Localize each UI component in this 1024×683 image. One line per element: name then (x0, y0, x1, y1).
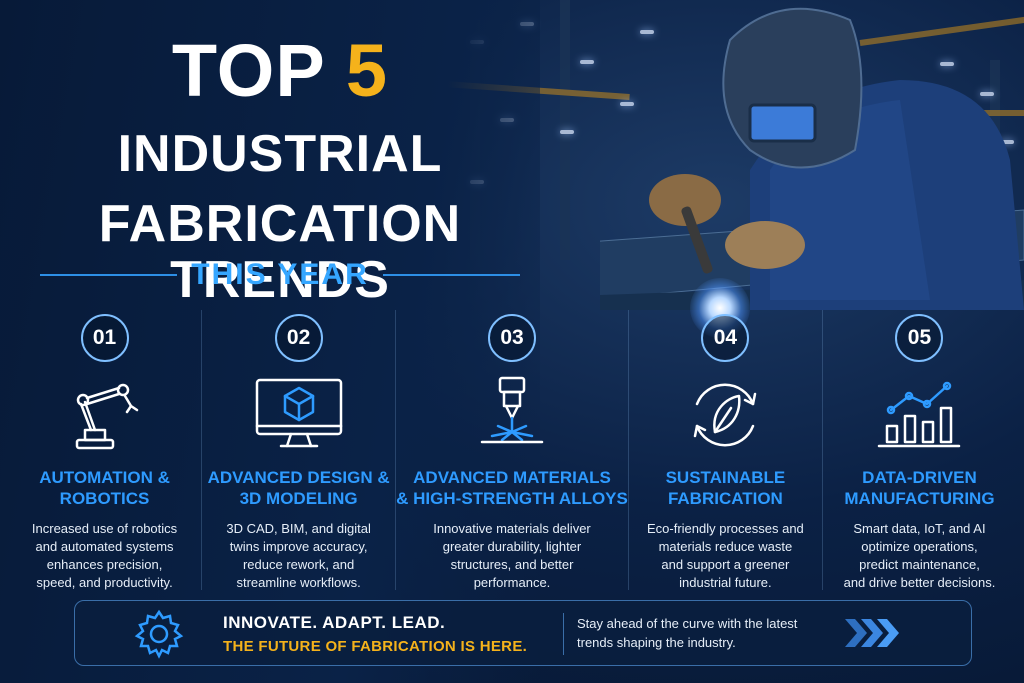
description-line: Smart data, IoT, and AI (853, 521, 986, 536)
trend-title: AUTOMATION & ROBOTICS (8, 466, 201, 510)
description-line: structures, and better (450, 557, 574, 572)
subtitle-divider-left (40, 274, 178, 276)
description-line: speed, and productivity. (36, 575, 173, 590)
title-top: TOP (171, 29, 325, 112)
description-line: materials reduce waste (658, 539, 793, 554)
trend-card: 03 ADVANCED MATERIALS & HIGH-STRENGTH AL… (396, 310, 629, 590)
trend-number: 05 (895, 314, 944, 362)
monitor-cube-icon (249, 374, 349, 454)
gear-icon (134, 609, 184, 659)
description-line: greater durability, lighter (442, 539, 582, 554)
trend-card: 02 ADVANCED DESIGN & 3D MODELING 3D CAD,… (202, 310, 397, 592)
trend-title-line: SUSTAINABLE (665, 468, 786, 487)
title-line-1: TOP 5 (0, 32, 560, 110)
trend-number: 04 (701, 314, 750, 362)
trend-title-line: 3D MODELING (239, 489, 358, 508)
description-line: optimize operations, (861, 539, 978, 554)
description-line: streamline workflows. (236, 575, 361, 590)
footer-text-line: Stay ahead of the curve with the latest (577, 616, 798, 631)
trend-description: Increased use of robotics and automated … (8, 520, 201, 592)
trend-title-line: MANUFACTURING (844, 489, 995, 508)
description-line: performance. (473, 575, 551, 590)
footer-headline: INNOVATE. ADAPT. LEAD. (223, 613, 446, 632)
trend-description: Smart data, IoT, and AI optimize operati… (823, 520, 1016, 592)
subtitle-divider-right (382, 274, 521, 276)
trend-title-line: ADVANCED MATERIALS (413, 468, 611, 487)
description-line: reduce rework, and (242, 557, 355, 572)
trend-title: ADVANCED MATERIALS & HIGH-STRENGTH ALLOY… (396, 466, 628, 510)
description-line: predict maintenance, (859, 557, 980, 572)
footer-tagline: THE FUTURE OF FABRICATION IS HERE. (223, 638, 528, 655)
laser-cutter-icon (462, 374, 562, 454)
description-line: and drive better decisions. (843, 575, 996, 590)
trend-title-line: ROBOTICS (59, 489, 150, 508)
description-line: enhances precision, (46, 557, 163, 572)
trend-title-line: & HIGH-STRENGTH ALLOYS (396, 489, 628, 508)
chevrons-right-icon (845, 619, 899, 647)
description-line: Eco-friendly processes and (646, 521, 804, 536)
trend-title: SUSTAINABLE FABRICATION (629, 466, 822, 510)
description-line: Innovative materials deliver (433, 521, 591, 536)
description-line: 3D CAD, BIM, and digital (226, 521, 371, 536)
trend-title-line: DATA-DRIVEN (862, 468, 977, 487)
leaf-recycle-icon (675, 374, 775, 454)
footer-banner: INNOVATE. ADAPT. LEAD. THE FUTURE OF FAB… (74, 600, 972, 666)
trend-card: 04 SUSTAINABLE FABRICATION Eco-friendly … (629, 310, 823, 590)
trend-number: 01 (80, 314, 129, 362)
description-line: Increased use of robotics (31, 521, 178, 536)
trend-title-line: ADVANCED DESIGN & (207, 468, 390, 487)
robot-arm-icon (55, 374, 155, 454)
trend-card: 05 DATA-DRIVEN MANUFACTURING (823, 310, 1016, 590)
trend-number: 03 (488, 314, 536, 362)
welder-illustration (600, 7, 1024, 310)
subtitle-row: THIS YEAR (40, 258, 521, 292)
description-line: industrial future. (679, 575, 772, 590)
trend-title-line: AUTOMATION & (39, 468, 170, 487)
footer-divider (563, 613, 564, 655)
title-line-2: INDUSTRIAL (117, 125, 443, 183)
trend-title-line: FABRICATION (667, 489, 783, 508)
description-line: and support a greener (661, 557, 790, 572)
description-line: and automated systems (35, 539, 174, 554)
trend-description: Eco-friendly processes and materials red… (629, 520, 822, 592)
trend-title: DATA-DRIVEN MANUFACTURING (823, 466, 1016, 510)
trend-card: 01 AUTOMATION & ROBOTICS (8, 310, 203, 592)
trend-description: Innovative materials deliver greater dur… (396, 520, 628, 592)
title-line-3: FABRICATION TRENDS (98, 195, 462, 309)
trend-title: ADVANCED DESIGN & 3D MODELING (202, 466, 395, 510)
footer-text: Stay ahead of the curve with the latest … (577, 614, 847, 652)
trends-list: 01 AUTOMATION & ROBOTICS (8, 310, 1016, 590)
bar-line-chart-icon (869, 374, 969, 454)
subtitle: THIS YEAR (191, 258, 369, 291)
footer-text-line: trends shaping the industry. (577, 635, 736, 650)
trend-number: 02 (274, 314, 323, 362)
trend-description: 3D CAD, BIM, and digital twins improve a… (202, 520, 395, 592)
description-line: twins improve accuracy, (229, 539, 368, 554)
title-number: 5 (345, 29, 389, 112)
